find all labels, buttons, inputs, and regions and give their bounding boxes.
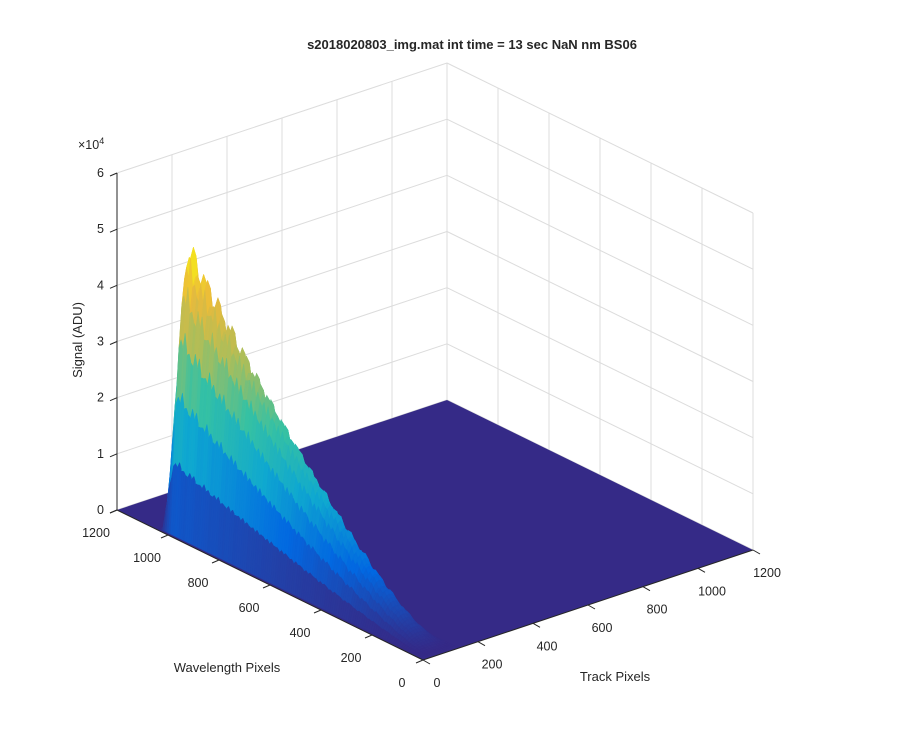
x-tick bbox=[642, 586, 651, 592]
y-tick-label: 400 bbox=[290, 626, 311, 640]
grid-line bbox=[446, 343, 754, 495]
x-tick-label: 0 bbox=[434, 676, 441, 690]
x-axis-label: Track Pixels bbox=[580, 669, 651, 684]
surface-plot bbox=[117, 247, 753, 660]
y-tick bbox=[364, 634, 373, 639]
z-tick-label: 4 bbox=[97, 278, 104, 292]
x-tick-label: 200 bbox=[482, 658, 503, 672]
grid-line bbox=[116, 62, 448, 174]
z-tick bbox=[109, 453, 118, 458]
z-tick bbox=[109, 509, 118, 514]
x-tick bbox=[477, 641, 486, 647]
grid-line bbox=[446, 174, 754, 326]
z-tick bbox=[109, 397, 118, 402]
z-tick bbox=[109, 172, 118, 177]
z-tick-label: 0 bbox=[97, 503, 104, 517]
z-tick-label: 2 bbox=[97, 391, 104, 405]
tick-labels: 0200400600800100012000200400600800100012… bbox=[82, 166, 781, 690]
x-tick bbox=[697, 567, 706, 573]
y-tick-label: 600 bbox=[239, 601, 260, 615]
y-tick bbox=[211, 559, 220, 564]
chart-title: s2018020803_img.mat int time = 13 sec Na… bbox=[307, 37, 637, 52]
y-tick bbox=[262, 584, 271, 589]
y-tick-label: 1200 bbox=[82, 526, 110, 540]
y-tick bbox=[160, 534, 169, 539]
x-tick-label: 400 bbox=[537, 639, 558, 653]
grid-line bbox=[446, 231, 754, 382]
z-axis-label: Signal (ADU) bbox=[70, 302, 85, 378]
grid-line bbox=[116, 343, 448, 455]
y-tick-label: 200 bbox=[341, 651, 362, 665]
z-exponent-power: 4 bbox=[99, 136, 104, 146]
grid-line bbox=[116, 287, 448, 399]
x-tick bbox=[422, 659, 431, 665]
z-tick bbox=[109, 284, 118, 289]
x-tick bbox=[587, 604, 596, 610]
axes-lines bbox=[109, 172, 761, 665]
x-tick-label: 1200 bbox=[753, 566, 781, 580]
z-tick-label: 1 bbox=[97, 447, 104, 461]
y-axis-label: Wavelength Pixels bbox=[174, 660, 281, 675]
y-tick-label: 1000 bbox=[133, 551, 161, 565]
grid-line bbox=[116, 231, 448, 342]
z-tick-label: 3 bbox=[97, 335, 104, 349]
y-tick bbox=[313, 609, 322, 614]
z-tick bbox=[109, 228, 118, 233]
x-tick-label: 1000 bbox=[698, 584, 726, 598]
grid-line bbox=[446, 118, 754, 270]
z-tick bbox=[109, 341, 118, 345]
grid-line bbox=[116, 174, 448, 286]
y-tick bbox=[415, 659, 424, 664]
x-tick bbox=[532, 622, 541, 628]
z-tick-label: 5 bbox=[97, 222, 104, 236]
x-tick bbox=[752, 549, 761, 555]
y-tick-label: 0 bbox=[399, 676, 406, 690]
grid-line bbox=[446, 62, 754, 214]
grid-line bbox=[446, 287, 754, 439]
z-exponent-label: ×104 bbox=[78, 136, 104, 152]
z-tick-label: 6 bbox=[97, 166, 104, 180]
grid-line bbox=[116, 118, 448, 230]
x-tick-label: 800 bbox=[647, 603, 668, 617]
y-tick-label: 800 bbox=[188, 576, 209, 590]
surface-patch bbox=[418, 654, 426, 658]
x-tick-label: 600 bbox=[592, 621, 613, 635]
